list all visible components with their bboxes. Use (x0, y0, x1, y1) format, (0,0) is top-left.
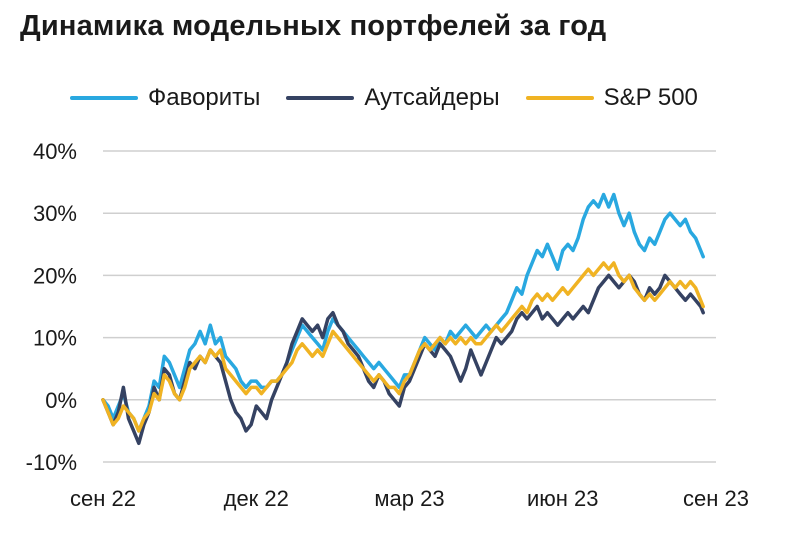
legend-label-outsiders: Аутсайдеры (364, 84, 500, 111)
y-tick-label-1: 30% (33, 201, 77, 226)
y-tick-label-3: 10% (33, 326, 77, 351)
legend-item-favorites: Фавориты (70, 84, 260, 112)
x-tick-label-0: сен 22 (70, 486, 136, 511)
legend-label-favorites: Фавориты (148, 84, 261, 111)
x-tick-label-4: сен 23 (683, 486, 749, 511)
x-tick-label-1: дек 22 (224, 486, 289, 511)
x-tick-label-2: мар 23 (374, 486, 444, 511)
legend-item-outsiders: Аутсайдеры (286, 84, 500, 112)
legend: Фавориты Аутсайдеры S&P 500 (70, 82, 724, 114)
legend-swatch-outsiders (286, 96, 355, 100)
series-line-outsiders (101, 273, 705, 446)
y-tick-label-4: 0% (45, 388, 77, 413)
x-tick-label-3: июн 23 (527, 486, 599, 511)
series-line-favorites (101, 192, 705, 433)
y-tick-label-2: 20% (33, 263, 77, 288)
y-tick-label-0: 40% (33, 139, 77, 164)
series-line-sp500 (101, 261, 705, 433)
chart-title: Динамика модельных портфелей за год (20, 10, 607, 42)
legend-label-sp500: S&P 500 (603, 84, 698, 111)
legend-swatch-favorites (70, 96, 138, 100)
legend-swatch-sp500 (525, 96, 594, 100)
y-tick-label-5: -10% (26, 450, 77, 475)
legend-item-sp500: S&P 500 (525, 84, 698, 112)
